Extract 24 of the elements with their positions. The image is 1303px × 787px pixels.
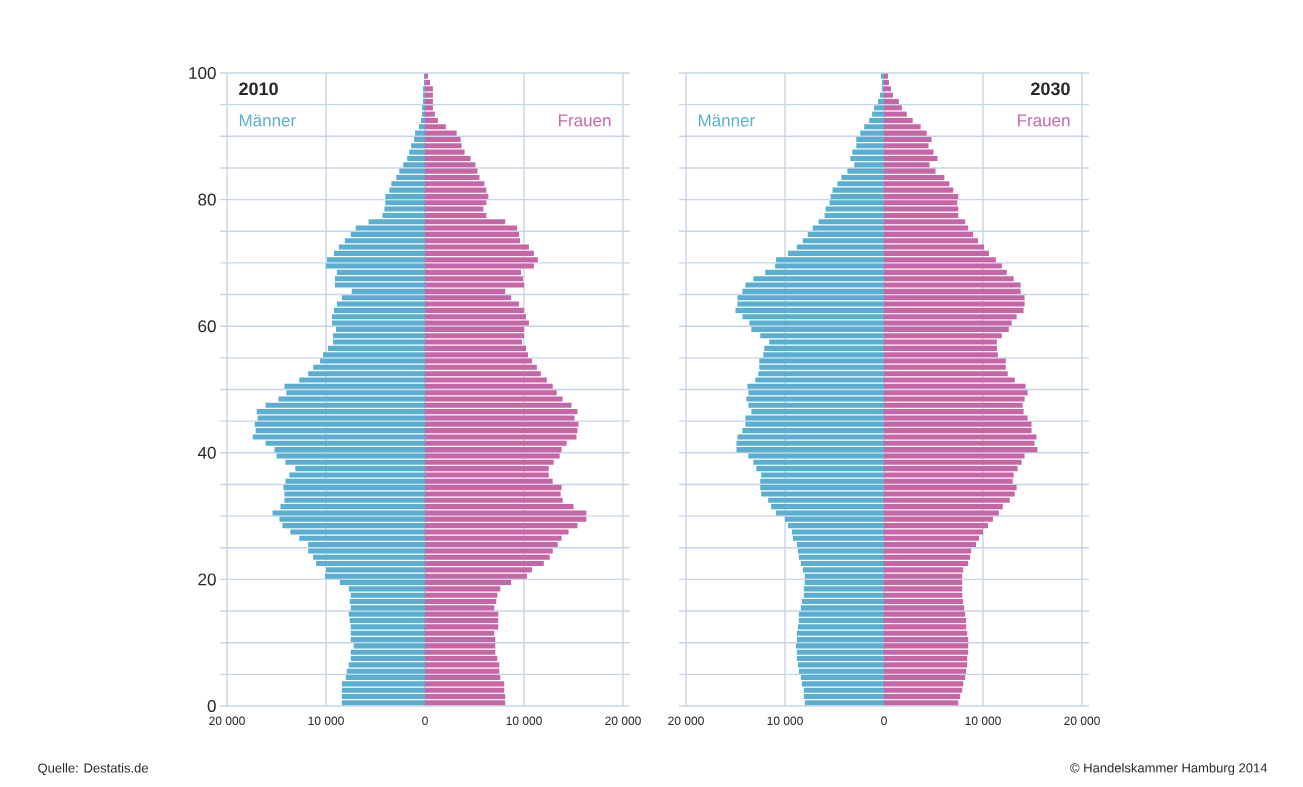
text: Männer (239, 114, 296, 127)
chart-title: 2010 (239, 82, 278, 96)
x-tick-label: 10 000 (308, 716, 344, 726)
chart-title: 2030 (1031, 82, 1070, 96)
x-tick-label: 20 000 (1064, 716, 1100, 726)
y-tick-label: 60 (198, 320, 216, 333)
text: Männer (698, 114, 755, 127)
y-tick-label: 100 (189, 66, 216, 80)
y-tick-label: 20 (198, 573, 216, 586)
y-tick-label: 80 (198, 193, 216, 206)
x-tick-label: 10 000 (506, 716, 542, 726)
x-tick-label: 20 000 (209, 716, 245, 726)
x-tick-label: 10 000 (767, 716, 803, 726)
x-tick-label: 0 (881, 716, 887, 726)
text: Frauen (559, 114, 611, 127)
text: © Handelskammer Hamburg 2014 (1070, 762, 1268, 776)
y-tick-label: 40 (197, 446, 216, 459)
x-tick-label: 10 000 (965, 716, 1001, 726)
x-tick-label: 0 (422, 716, 428, 726)
x-tick-label: 20 000 (668, 716, 704, 726)
source-note: Quelle: Destatis.de (38, 763, 148, 775)
x-tick-label: 20 000 (605, 716, 641, 726)
y-tick-label: 0 (207, 699, 216, 713)
text: Frauen (1018, 114, 1070, 127)
